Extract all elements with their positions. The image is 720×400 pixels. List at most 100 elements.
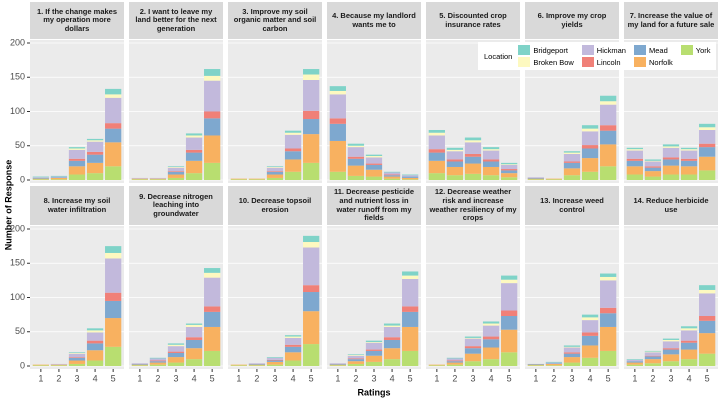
bar-segment (303, 242, 320, 248)
x-tick-label: 4 (291, 373, 296, 383)
x-tick-label: 5 (210, 373, 215, 383)
bar-segment (581, 125, 599, 129)
bar-segment (266, 177, 284, 180)
bar-segment (402, 271, 419, 276)
x-tick-label: 2 (254, 373, 259, 383)
bar-segment (347, 358, 365, 360)
bar-segment (50, 365, 68, 366)
bar-segment (581, 128, 599, 132)
bar-segment (662, 361, 680, 366)
bar-segment (644, 176, 662, 180)
bar-segment (347, 355, 365, 356)
bar-segment (383, 339, 401, 349)
bar-segment (545, 178, 563, 180)
bar-segment (446, 175, 464, 180)
bar-segment (402, 174, 419, 176)
bar-segment (680, 160, 698, 167)
bar-segment (68, 149, 86, 159)
bar-segment (383, 174, 401, 176)
bar-segment (365, 340, 383, 343)
x-tick-label: 1 (434, 373, 439, 383)
bar-segment (482, 321, 500, 324)
bar-segment (680, 349, 698, 360)
x-tick-label: 2 (650, 373, 655, 383)
bar-segment (446, 166, 464, 176)
bar-segment (167, 362, 185, 366)
bar-segment (266, 357, 284, 360)
bar-segment (303, 69, 320, 75)
bar-segment (600, 307, 617, 314)
bar-segment (699, 293, 716, 316)
bar-segment (699, 333, 716, 354)
bar-segment (329, 140, 346, 172)
bar-segment (329, 171, 346, 180)
bar-segment (464, 348, 482, 354)
bar-segment (482, 150, 500, 160)
bar-segment (501, 162, 518, 165)
legend-item: Hickman (581, 45, 626, 55)
x-tick-label: 1 (137, 373, 142, 383)
bar-segment (501, 164, 518, 170)
bar-segment (545, 361, 563, 363)
bar-segment (365, 361, 383, 366)
bar-segment (167, 352, 185, 358)
bar-segment (680, 328, 698, 331)
bar-segment (167, 344, 185, 347)
bar-segment (446, 361, 464, 363)
bar-segment (600, 350, 617, 366)
bar-segment (600, 125, 617, 131)
bar-segment (402, 306, 419, 312)
x-tick-label: 1 (632, 373, 637, 383)
bar-segment (347, 354, 365, 356)
bar-segment (50, 179, 68, 180)
bar-segment (347, 361, 365, 364)
bar-segment (446, 161, 464, 167)
y-tick-label: 150 (10, 258, 25, 268)
bar-segment (464, 338, 482, 347)
bar-segment (563, 353, 581, 358)
bar-segment (428, 160, 445, 174)
legend-item: Lincoln (581, 57, 626, 67)
facet-title: 2. I want to leave my land better for th… (129, 2, 223, 39)
bar-segment (248, 365, 266, 366)
bar-segment (545, 363, 563, 366)
bar-segment (303, 79, 320, 111)
facet-title: 1. If the change makes my operation more… (30, 2, 124, 39)
facet-title: 5. Discounted crop insurance rates (426, 2, 520, 39)
bar-segment (68, 360, 86, 364)
bar-segment (402, 177, 419, 180)
x-tick-label: 3 (173, 373, 178, 383)
y-tick-label: 50 (15, 326, 25, 336)
legend-item: Bridgeport (518, 45, 573, 55)
bar-segment (383, 171, 401, 173)
facet-title: 4. Because my landlord wants me to (327, 2, 421, 39)
bar-segment (626, 166, 643, 175)
bar-segment (303, 311, 320, 345)
bar-segment (105, 252, 122, 259)
facet-title: 8. Increase my soil water infiltration (30, 186, 124, 225)
bar-segment (662, 147, 680, 158)
x-tick-label: 2 (56, 373, 61, 383)
bar-segment (644, 161, 662, 167)
bar-segment (284, 171, 302, 180)
bar-segment (482, 149, 500, 151)
bar-segment (501, 170, 518, 174)
bar-segment (402, 326, 419, 351)
bar-segment (464, 142, 482, 154)
x-tick-label: 5 (705, 373, 710, 383)
bar-segment (185, 149, 203, 153)
bar-segment (365, 342, 383, 343)
x-tick-label: 5 (111, 373, 116, 383)
bar-segment (347, 147, 365, 157)
legend-label: York (695, 45, 711, 55)
bar-segment (626, 174, 643, 180)
bar-segment (662, 159, 680, 166)
bar-segment (105, 258, 122, 293)
bar-segment (68, 353, 86, 358)
bar-segment (230, 179, 247, 180)
bar-segment (626, 359, 643, 360)
bar-segment (383, 176, 401, 179)
bar-segment (86, 141, 104, 152)
bar-segment (644, 350, 662, 352)
x-tick-label: 3 (74, 373, 79, 383)
